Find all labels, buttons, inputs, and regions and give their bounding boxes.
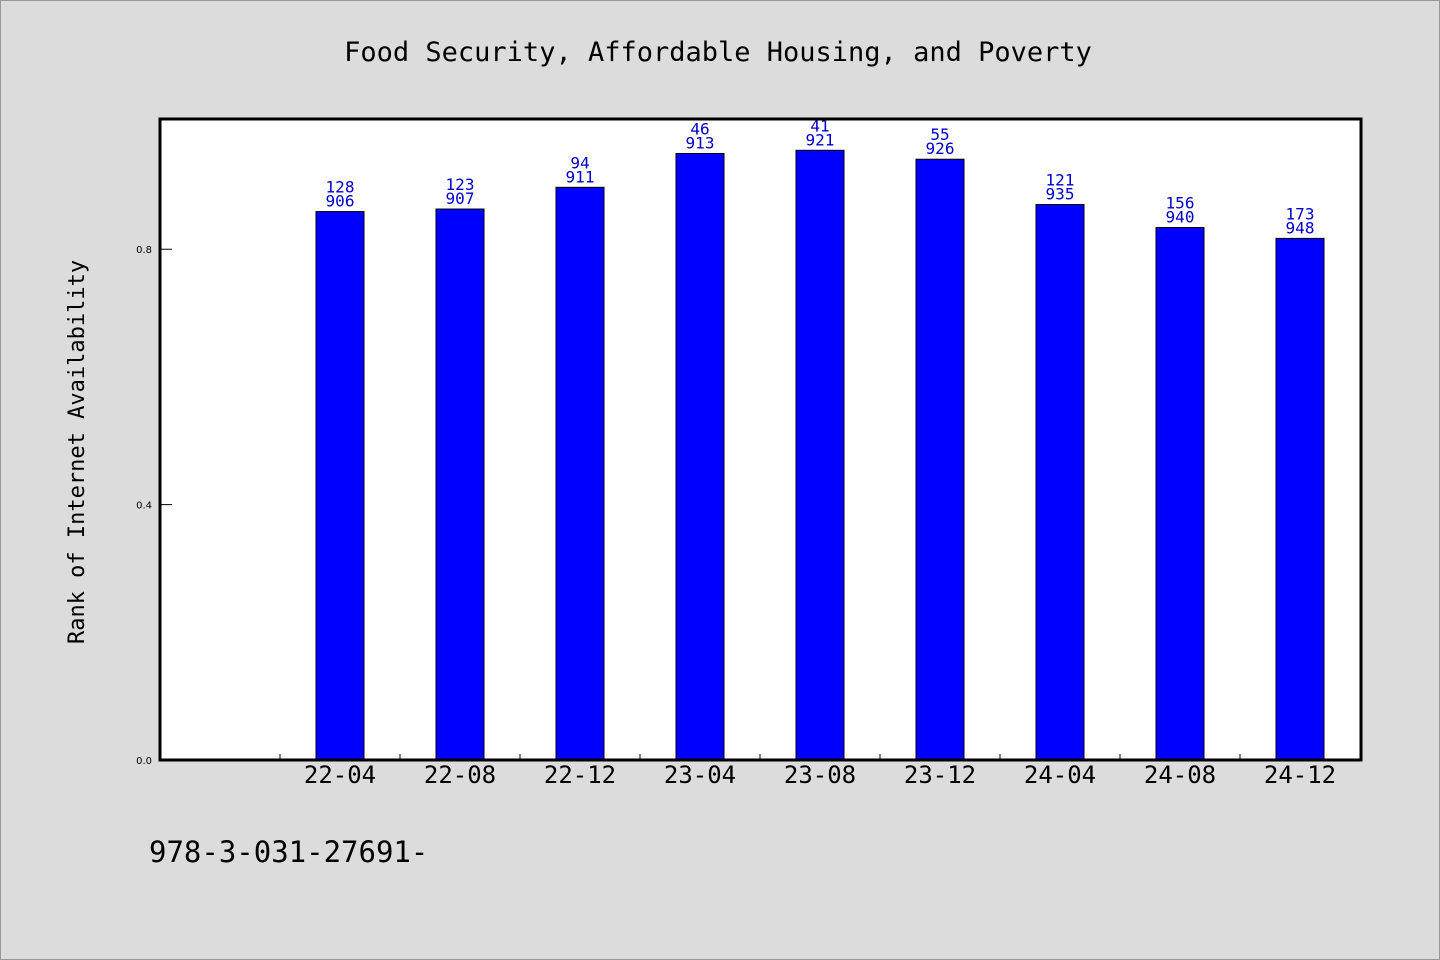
x-tick-label: 23-08 bbox=[784, 761, 856, 789]
bar-24-04 bbox=[1035, 204, 1085, 761]
data-label-bottom: 907 bbox=[446, 189, 475, 208]
data-label-bottom: 940 bbox=[1166, 208, 1195, 227]
data-label-bottom: 906 bbox=[326, 192, 355, 211]
data-label-top: 46 bbox=[690, 119, 709, 138]
bar-23-04 bbox=[675, 152, 725, 761]
bar-23-08 bbox=[795, 149, 845, 761]
data-label-top: 173 bbox=[1286, 204, 1315, 223]
bar-22-08 bbox=[435, 208, 485, 761]
bar-24-08 bbox=[1155, 227, 1205, 761]
y-tick-label: 0.4 bbox=[136, 501, 152, 512]
bar-23-12 bbox=[915, 158, 965, 761]
chart-title: Food Security, Affordable Housing, and P… bbox=[344, 37, 1092, 68]
data-label-bottom: 935 bbox=[1046, 185, 1075, 204]
x-tick-label: 24-04 bbox=[1024, 761, 1096, 789]
data-label-top: 121 bbox=[1046, 171, 1075, 190]
x-tick-label: 23-12 bbox=[904, 761, 976, 789]
bar-22-04 bbox=[315, 211, 365, 761]
x-axis-ticks: 22-04 22-08 22-12 23-04 23-08 23-12 24-04 24-08… bbox=[279, 754, 1361, 789]
data-label-bottom: 926 bbox=[926, 139, 955, 158]
bars-layer bbox=[315, 149, 1325, 761]
x-tick-label: 24-12 bbox=[1264, 761, 1336, 789]
x-tick-label: 24-08 bbox=[1144, 761, 1216, 789]
data-label-top: 55 bbox=[930, 125, 949, 144]
data-label-bottom: 921 bbox=[806, 130, 835, 149]
y-tick-label: 0.0 bbox=[136, 756, 152, 767]
data-label-top: 41 bbox=[810, 116, 829, 135]
y-tick-label: 0.8 bbox=[136, 245, 152, 256]
bar-24-12 bbox=[1275, 237, 1325, 761]
data-label-top: 94 bbox=[570, 153, 589, 172]
x-tick-label: 22-04 bbox=[304, 761, 376, 789]
plot-border bbox=[158, 117, 1363, 762]
data-label-top: 128 bbox=[326, 178, 355, 197]
data-label-bottom: 948 bbox=[1286, 218, 1315, 237]
x-tick-label: 22-12 bbox=[544, 761, 616, 789]
bar-22-12 bbox=[555, 186, 605, 761]
x-tick-label: 23-04 bbox=[664, 761, 736, 789]
data-label-bottom: 913 bbox=[686, 133, 715, 152]
footer-code: 978-3-031-27691- bbox=[149, 835, 428, 869]
x-tick-label: 22-08 bbox=[424, 761, 496, 789]
y-axis-label: Rank of Internet Availability bbox=[65, 260, 90, 644]
data-label-bottom: 911 bbox=[566, 167, 595, 186]
data-label-top: 123 bbox=[446, 175, 475, 194]
data-label-top: 156 bbox=[1166, 194, 1195, 213]
